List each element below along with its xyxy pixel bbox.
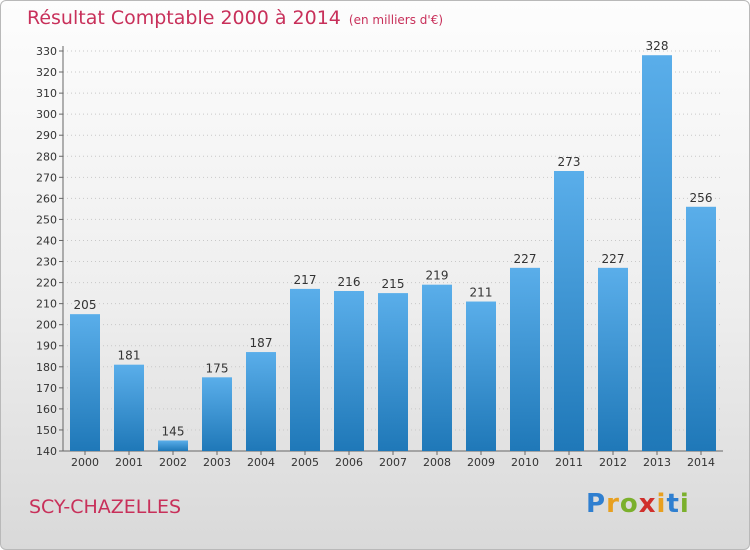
chart-title: Résultat Comptable 2000 à 2014 (en millie… bbox=[27, 7, 443, 29]
logo-letter: o bbox=[619, 489, 639, 519]
y-tick-label: 240 bbox=[36, 234, 57, 247]
logo-letter: P bbox=[586, 489, 607, 519]
data-label: 219 bbox=[426, 269, 449, 283]
y-tick-label: 250 bbox=[36, 213, 57, 226]
bar bbox=[246, 352, 276, 451]
data-label: 181 bbox=[118, 349, 141, 363]
y-tick-label: 200 bbox=[36, 319, 57, 332]
x-tick-label: 2001 bbox=[115, 456, 143, 469]
x-tick-label: 2014 bbox=[687, 456, 715, 469]
y-tick-label: 320 bbox=[36, 66, 57, 79]
logo-letter: i bbox=[679, 489, 690, 519]
x-tick-label: 2004 bbox=[247, 456, 275, 469]
data-label: 216 bbox=[338, 275, 361, 289]
y-tick-label: 230 bbox=[36, 256, 57, 269]
bar bbox=[158, 440, 188, 451]
y-tick-label: 270 bbox=[36, 171, 57, 184]
x-tick-label: 2002 bbox=[159, 456, 187, 469]
bar bbox=[202, 377, 232, 451]
data-label: 227 bbox=[602, 252, 625, 266]
bar bbox=[686, 206, 716, 451]
bar bbox=[598, 267, 628, 451]
bar bbox=[114, 364, 144, 451]
bar bbox=[422, 284, 452, 451]
y-tick-label: 160 bbox=[36, 403, 57, 416]
y-tick-label: 260 bbox=[36, 192, 57, 205]
logo-letter: r bbox=[606, 489, 620, 519]
y-tick-label: 190 bbox=[36, 340, 57, 353]
y-tick-label: 210 bbox=[36, 298, 57, 311]
data-label: 328 bbox=[646, 39, 669, 53]
bar bbox=[466, 301, 496, 451]
bar bbox=[642, 55, 672, 452]
x-tick-label: 2007 bbox=[379, 456, 407, 469]
logo-letter: x bbox=[638, 489, 657, 519]
logo-letter: t bbox=[666, 489, 680, 519]
y-tick-label: 140 bbox=[36, 445, 57, 458]
x-tick-label: 2005 bbox=[291, 456, 319, 469]
y-tick-label: 170 bbox=[36, 382, 57, 395]
data-label: 205 bbox=[74, 298, 97, 312]
y-tick-label: 300 bbox=[36, 108, 57, 121]
y-tick-label: 280 bbox=[36, 150, 57, 163]
data-label: 227 bbox=[514, 252, 537, 266]
bar bbox=[290, 288, 320, 451]
x-tick-label: 2000 bbox=[71, 456, 99, 469]
bar bbox=[510, 267, 540, 451]
title-subtitle: (en milliers d'€) bbox=[348, 13, 444, 27]
y-tick-label: 290 bbox=[36, 129, 57, 142]
data-label: 145 bbox=[162, 424, 185, 438]
bar bbox=[554, 171, 584, 451]
data-label: 215 bbox=[382, 277, 405, 291]
data-label: 273 bbox=[558, 155, 581, 169]
y-tick-label: 330 bbox=[36, 45, 57, 58]
town-name: SCY-CHAZELLES bbox=[29, 496, 182, 518]
data-label: 256 bbox=[690, 191, 713, 205]
y-tick-label: 220 bbox=[36, 277, 57, 290]
data-label: 187 bbox=[250, 336, 273, 350]
x-tick-label: 2010 bbox=[511, 456, 539, 469]
data-label: 211 bbox=[470, 286, 493, 300]
x-tick-label: 2003 bbox=[203, 456, 231, 469]
data-label: 217 bbox=[294, 273, 317, 287]
y-tick-label: 180 bbox=[36, 361, 57, 374]
x-tick-label: 2008 bbox=[423, 456, 451, 469]
x-tick-label: 2012 bbox=[599, 456, 627, 469]
title-main: Résultat Comptable 2000 à 2014 bbox=[27, 7, 341, 29]
y-tick-label: 150 bbox=[36, 424, 57, 437]
x-tick-label: 2009 bbox=[467, 456, 495, 469]
logo-letter: i bbox=[656, 489, 667, 519]
proxiti-logo: Proxiti bbox=[586, 489, 690, 519]
bar bbox=[70, 314, 100, 451]
bar bbox=[378, 293, 408, 451]
data-label: 175 bbox=[206, 361, 229, 375]
x-tick-label: 2011 bbox=[555, 456, 583, 469]
bar bbox=[334, 291, 364, 451]
x-tick-label: 2006 bbox=[335, 456, 363, 469]
y-tick-label: 310 bbox=[36, 87, 57, 100]
x-tick-label: 2013 bbox=[643, 456, 671, 469]
